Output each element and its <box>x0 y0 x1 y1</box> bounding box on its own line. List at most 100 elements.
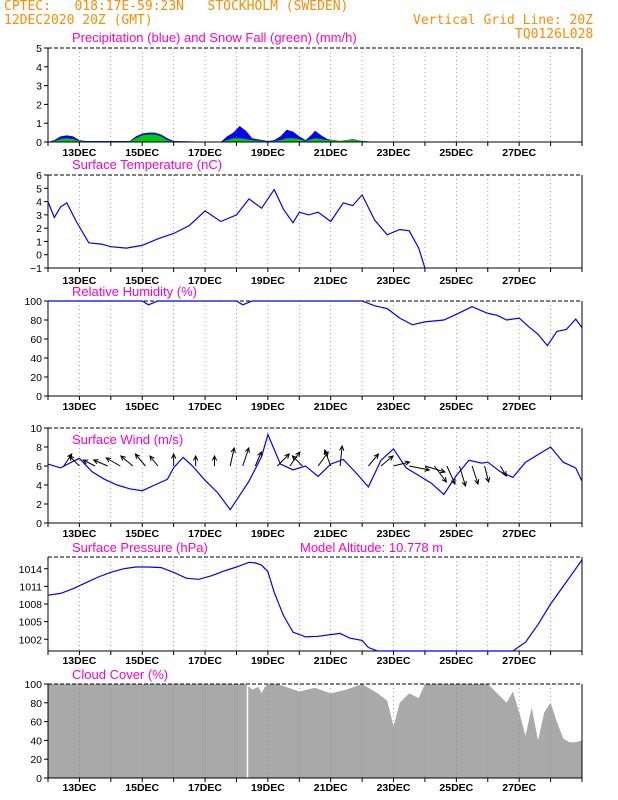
wind-arrow-head <box>323 451 329 458</box>
wind-arrow-shaft <box>242 447 250 467</box>
wind-arrow-head <box>373 453 380 459</box>
series-line <box>48 300 583 347</box>
wind-arrow <box>193 454 199 466</box>
wind-arrow-head <box>291 455 298 461</box>
x-tick-label: 25DEC <box>439 147 473 159</box>
x-tick-label: 15DEC <box>125 782 159 794</box>
x-tick-label: 13DEC <box>62 528 96 540</box>
y-tick-label: 10 <box>30 423 42 435</box>
x-tick-label: 17DEC <box>188 275 222 287</box>
wind-arrow <box>254 450 263 467</box>
wind-arrow <box>339 444 345 467</box>
wind-arrow <box>242 446 250 467</box>
x-tick-label: 15DEC <box>125 275 159 287</box>
x-tick-label: 23DEC <box>377 655 411 667</box>
wind-arrow-shaft <box>424 465 446 473</box>
x-tick-label: 27DEC <box>502 782 536 794</box>
wind-arrow-shaft <box>459 465 466 487</box>
wind-arrow-shaft <box>499 465 507 477</box>
wind-arrow <box>276 453 291 467</box>
wind-arrow-head <box>82 459 89 465</box>
x-tick-label: 15DEC <box>125 401 159 413</box>
wind-arrow-head <box>339 444 345 451</box>
x-tick-label: 13DEC <box>62 782 96 794</box>
station-header: CPTEC: 018:17E-59:23N STOCKHOLM (SWEDEN) <box>4 0 349 14</box>
wind-arrow-head <box>68 455 75 461</box>
wind-arrow-shaft <box>69 455 80 467</box>
wind-arrow <box>211 454 218 466</box>
wind-arrow-head <box>193 454 199 461</box>
wind-arrow-head <box>284 453 291 459</box>
wind-arrow-head <box>404 460 411 466</box>
wind-arrow-shaft <box>292 455 303 467</box>
wind-arrow <box>291 455 303 467</box>
x-tick-label: 13DEC <box>62 655 96 667</box>
wind-arrow-head <box>501 470 507 477</box>
wind-arrow-shaft <box>276 453 290 467</box>
x-tick-label: 19DEC <box>251 655 285 667</box>
x-tick-label: 25DEC <box>439 275 473 287</box>
x-tick-label: 15DEC <box>125 528 159 540</box>
panel-6: 0 20 40 60 80 100 13DEC 15DEC 17DEC 19DEC 21DEC 23D… <box>24 667 583 794</box>
x-tick-label: 15DEC <box>125 147 159 159</box>
y-tick-label: −1 <box>30 263 42 275</box>
wind-arrow-head <box>461 480 467 488</box>
y-tick-label: 3 <box>36 210 42 222</box>
wind-arrow-head <box>257 450 263 458</box>
y-tick-label: 2 <box>36 223 42 235</box>
series-line <box>47 432 583 511</box>
wind-arrow <box>409 465 431 472</box>
x-tick-label: 21DEC <box>314 655 348 667</box>
wind-arrow <box>92 459 108 467</box>
x-tick-label: 13DEC <box>62 401 96 413</box>
x-tick-label: 27DEC <box>502 401 536 413</box>
x-tick-label: 19DEC <box>251 275 285 287</box>
model-code: TQ0126L028 <box>515 27 594 42</box>
y-tick-label: 3 <box>36 81 42 93</box>
series-area-snow-fall <box>48 134 520 142</box>
x-tick-label: 27DEC <box>502 528 536 540</box>
y-tick-label: 40 <box>30 353 42 365</box>
wind-arrow-head <box>211 454 218 461</box>
y-tick-label: 0 <box>36 518 42 530</box>
x-tick-label: 17DEC <box>188 401 222 413</box>
y-tick-label: 2 <box>36 499 42 511</box>
wind-arrow-shaft <box>229 447 235 467</box>
panel-title: Precipitation (blue) and Snow Fall (gree… <box>72 30 357 45</box>
wind-arrow-head <box>244 446 250 454</box>
wind-arrow-shaft <box>82 459 96 467</box>
y-tick-label: 1002 <box>19 634 43 646</box>
wind-arrow-head <box>134 453 141 459</box>
y-tick-label: 1005 <box>19 617 43 629</box>
wind-arrow-shaft <box>339 445 343 467</box>
wind-arrow-head <box>230 446 236 453</box>
x-tick-label: 21DEC <box>314 275 348 287</box>
y-tick-label: 80 <box>30 698 42 710</box>
panel-title: Surface Wind (m/s) <box>72 432 183 447</box>
wind-arrow-shaft <box>149 455 159 467</box>
x-tick-label: 21DEC <box>314 401 348 413</box>
wind-arrow-shaft <box>380 455 394 467</box>
x-tick-label: 19DEC <box>251 401 285 413</box>
x-tick-label: 23DEC <box>377 528 411 540</box>
wind-arrow <box>171 452 177 466</box>
wind-arrow <box>134 453 146 467</box>
wind-arrow-head <box>424 466 431 472</box>
wind-arrow <box>323 448 332 467</box>
panel-5: 1002 1005 1008 1011 1014 13DEC 15DEC 17DEC 19DEC… <box>19 540 583 667</box>
x-tick-label: 23DEC <box>377 782 411 794</box>
x-tick-label: 27DEC <box>502 147 536 159</box>
panel-title: Surface Pressure (hPa) <box>72 540 208 555</box>
wind-arrow-head <box>92 459 99 465</box>
x-tick-label: 19DEC <box>251 782 285 794</box>
x-tick-label: 15DEC <box>125 655 159 667</box>
wind-arrow <box>433 465 448 483</box>
wind-arrow-shaft <box>134 453 146 467</box>
y-tick-label: 4 <box>36 197 42 209</box>
wind-arrow-head <box>450 478 456 486</box>
x-tick-label: 25DEC <box>439 655 473 667</box>
y-tick-label: 0 <box>36 391 42 403</box>
x-tick-label: 21DEC <box>314 782 348 794</box>
y-tick-label: 1011 <box>19 581 42 593</box>
